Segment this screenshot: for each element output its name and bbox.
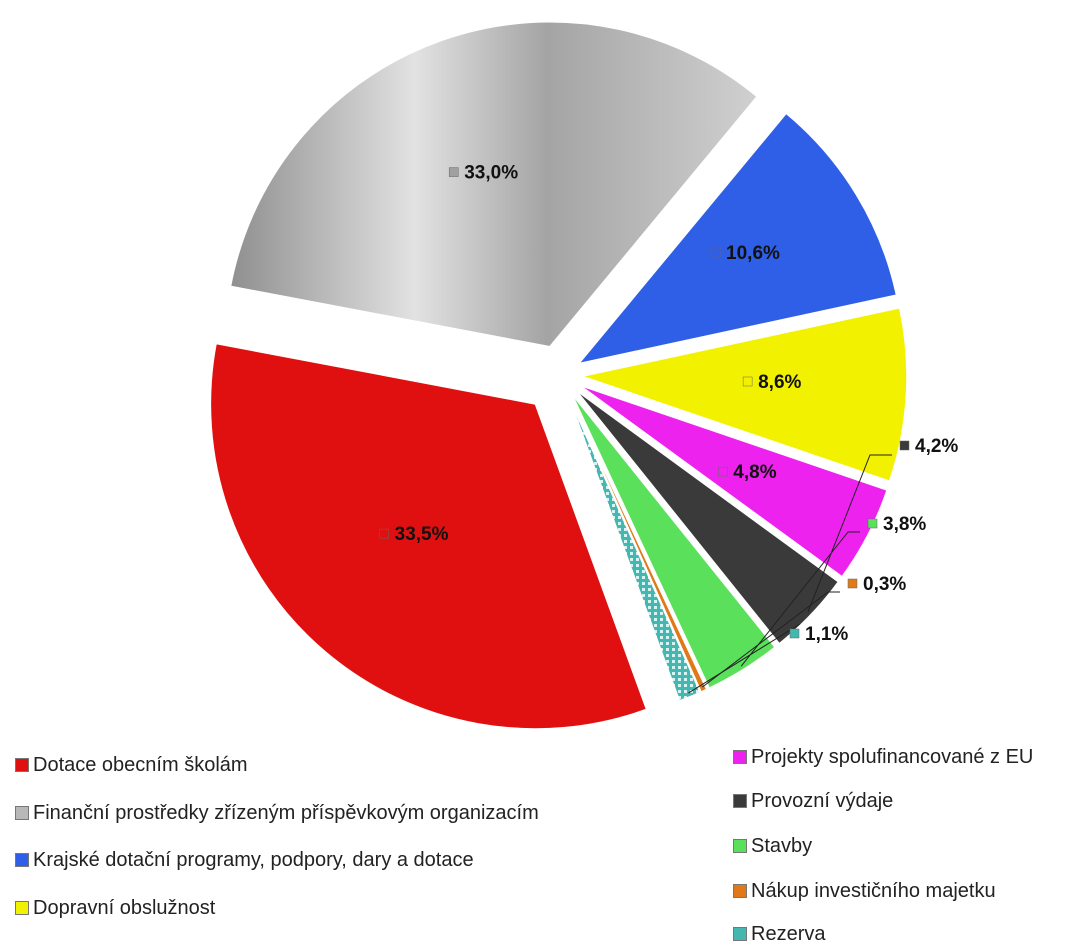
label-swatch (448, 167, 459, 177)
legend-item-dopravni-obsluznost: Dopravní obslužnost (15, 896, 215, 920)
legend-swatch (733, 794, 747, 808)
label-projekty-eu: 4,8% (718, 462, 777, 483)
label-stavby: 3,8% (867, 514, 926, 535)
leader-line (807, 454, 892, 613)
label-provozni-vydaje: 4,2% (899, 436, 958, 457)
value-label: 33,0% (464, 163, 518, 184)
label-prispevkove-organizace: 33,0% (448, 163, 518, 184)
value-label: 4,2% (915, 436, 958, 457)
slice-stavby (570, 393, 777, 690)
legend-label: Stavby (751, 834, 813, 857)
label-dotace-skolam: 33,5% (379, 524, 449, 545)
legend-item-projekty-eu: Projekty spolufinancované z EU (733, 745, 1033, 769)
label-swatch (847, 578, 858, 589)
slice-prispevkove-organizace (229, 21, 759, 348)
slice-rezerva (567, 395, 702, 702)
value-label: 8,6% (758, 372, 801, 393)
legend-swatch (15, 901, 29, 915)
label-swatch (710, 247, 721, 258)
legend-item-provozni-vydaje: Provozní výdaje (733, 789, 893, 813)
label-swatch (899, 440, 910, 451)
pie-chart: 33,5% 33,0% 10,6% 8,6% 4,8% 4,2% 3,8% 0,3% 1,1% (209, 21, 958, 730)
value-label: 1,1% (805, 624, 848, 645)
label-swatch (742, 376, 753, 387)
legend-swatch (733, 750, 747, 764)
legend-label: Finanční prostředky zřízeným příspěvkový… (33, 801, 539, 824)
label-dopravni-obsluznost: 8,6% (742, 372, 802, 393)
legend-swatch (733, 839, 747, 853)
leader-line (688, 623, 801, 694)
value-label: 3,8% (883, 514, 926, 535)
slice-nakup-majetku (568, 394, 708, 693)
legend-label: Dotace obecním školám (33, 753, 248, 776)
legend-label: Projekty spolufinancované z EU (751, 745, 1034, 768)
label-swatch (718, 466, 728, 477)
slice-provozni-vydaje (575, 389, 840, 645)
label-rezerva: 1,1% (789, 624, 848, 645)
leader-line (740, 531, 860, 667)
slice-krajske-programy (576, 112, 898, 365)
label-swatch (867, 518, 878, 529)
slice-dopravni-obsluznost (579, 306, 908, 483)
legend-label: Provozní výdaje (751, 789, 894, 812)
legend-item-rezerva: Rezerva (733, 922, 825, 946)
legend-swatch (733, 927, 747, 941)
label-swatch (789, 628, 800, 639)
label-swatch (379, 528, 389, 539)
slice-projekty-eu (579, 384, 889, 578)
label-nakup-majetku: 0,3% (847, 574, 906, 595)
legend-label: Krajské dotační programy, podpory, dary … (33, 848, 474, 871)
label-krajske-programy: 10,6% (710, 243, 780, 264)
value-label: 4,8% (733, 462, 776, 483)
legend-swatch (15, 758, 29, 772)
legend-item-krajske-programy: Krajské dotační programy, podpory, dary … (15, 848, 474, 872)
leader-line (701, 591, 840, 688)
value-label: 10,6% (726, 243, 780, 264)
legend-item-stavby: Stavby (733, 834, 812, 858)
legend-item-dotace-skolam: Dotace obecním školám (15, 753, 248, 777)
legend-label: Rezerva (751, 922, 826, 945)
legend-item-prispevkove-organizace: Finanční prostředky zřízeným příspěvkový… (15, 801, 539, 825)
legend-item-nakup-majetku: Nákup investičního majetku (733, 879, 996, 903)
legend-swatch (733, 884, 747, 898)
slice-dotace-skolam (209, 342, 648, 730)
value-label: 33,5% (395, 524, 449, 545)
legend-swatch (15, 806, 29, 820)
value-label: 0,3% (863, 574, 906, 595)
legend-label: Nákup investičního majetku (751, 879, 996, 902)
legend-swatch (15, 853, 29, 867)
legend-label: Dopravní obslužnost (33, 896, 216, 919)
